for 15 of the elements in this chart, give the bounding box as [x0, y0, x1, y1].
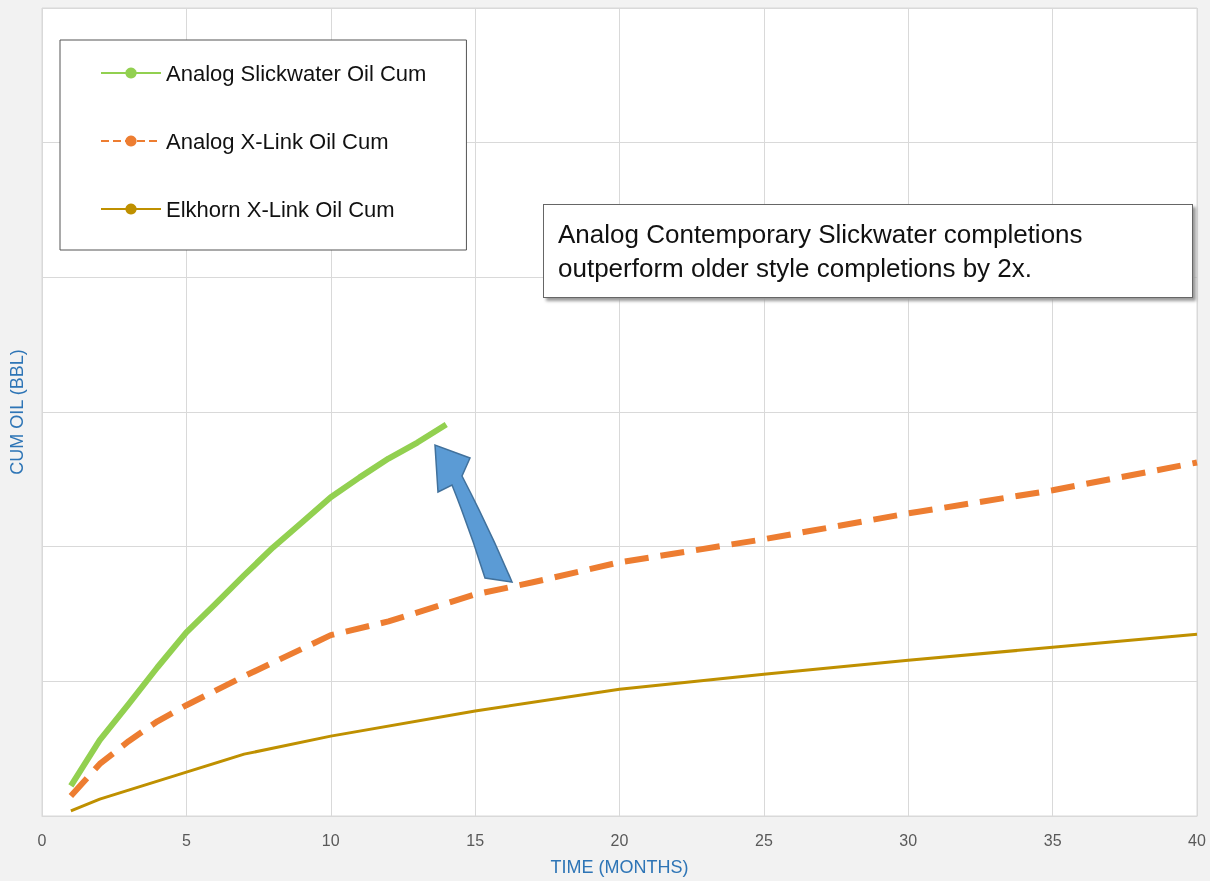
x-tick-label: 25 [754, 831, 773, 849]
y-axis-title: CUM OIL (BBL) [7, 349, 27, 475]
x-tick-label: 40 [1188, 831, 1206, 849]
x-tick-label: 30 [899, 831, 918, 849]
x-tick-label: 0 [37, 831, 47, 849]
legend-label: Analog X-Link Oil Cum [166, 128, 389, 154]
x-axis-title: TIME (MONTHS) [550, 857, 689, 877]
x-tick-label: 15 [466, 831, 485, 849]
x-tick-label: 35 [1043, 831, 1062, 849]
x-tick-label: 5 [181, 831, 191, 849]
x-tick-label: 10 [321, 831, 340, 849]
legend-label: Elkhorn X-Link Oil Cum [166, 196, 395, 222]
legend-label: Analog Slickwater Oil Cum [166, 60, 427, 86]
x-tick-label: 20 [610, 831, 629, 849]
text: Analog Contemporary Slickwater completions outperform older style completions by 2x. [543, 204, 1193, 298]
